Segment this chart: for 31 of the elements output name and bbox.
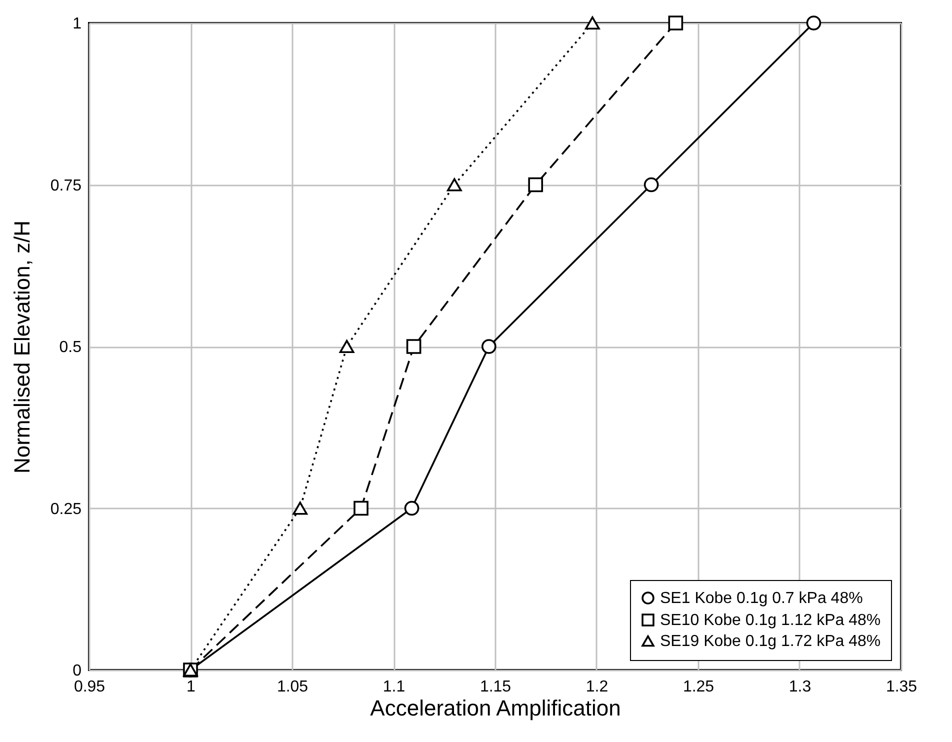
point [404,500,420,516]
x-tick-label: 1.05 [276,678,308,696]
point [585,16,600,30]
x-tick-label: 1.1 [382,678,406,696]
x-tick-label: 1.35 [886,678,918,696]
point [406,339,422,354]
y-tick-label: 0 [72,662,82,680]
point [644,177,659,192]
point [668,16,684,30]
point [528,177,544,192]
point [481,339,496,354]
x-axis-title: Acceleration Amplification [370,696,621,720]
legend-label: SE19 Kobe 0.1g 1.72 kPa 48% [660,633,881,650]
point [292,502,308,515]
point [806,16,822,30]
y-tick-label: 0.25 [50,500,82,518]
y-tick-label: 1 [72,16,82,32]
point [354,500,368,516]
y-tick-label: 0.75 [50,177,82,194]
x-tick-label: 0.95 [74,678,106,696]
legend-label: SE1 Kobe 0.1g 0.7 kPa 48% [660,590,863,607]
x-tick-label: 1.15 [480,678,512,696]
x-tick-label: 1.2 [586,678,608,696]
x-tick-label: 1.25 [682,678,714,696]
point [446,178,462,192]
point [339,340,354,354]
y-tick-label: 0.5 [59,339,82,356]
legend-label: SE10 Kobe 0.1g 1.12 kPa 48% [660,612,881,629]
y-axis-title: Normalised Elevation, z/H [9,220,34,474]
x-tick-label: 1.3 [788,678,812,696]
x-tick-label: 1 [186,678,196,696]
